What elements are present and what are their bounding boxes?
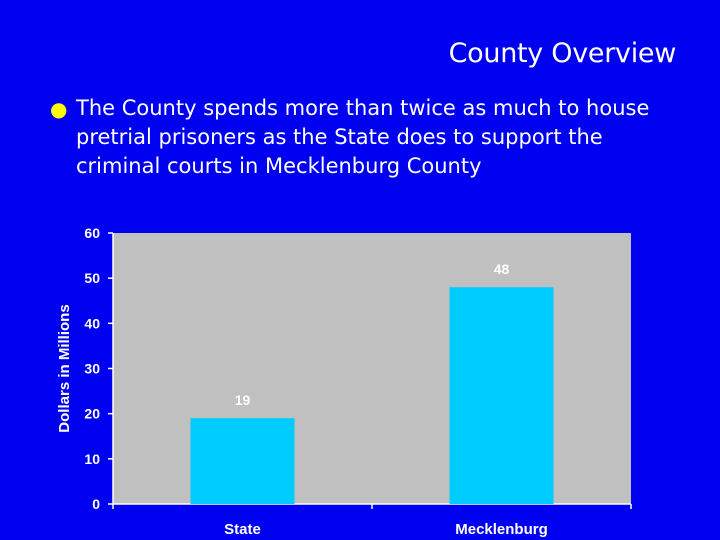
- category-label: Mecklenburg: [455, 521, 548, 538]
- y-tick-label: 30: [84, 361, 100, 377]
- y-tick-label: 10: [84, 451, 100, 467]
- data-label: 19: [235, 392, 251, 408]
- y-tick-label: 20: [84, 406, 100, 422]
- y-tick-label: 60: [84, 225, 100, 241]
- y-axis-title: Dollars in Millions: [56, 304, 73, 432]
- bar: [190, 418, 295, 504]
- bullet-text: The County spends more than twice as muc…: [76, 96, 650, 178]
- y-tick-label: 40: [84, 315, 100, 331]
- bullet-dot-icon: ●: [50, 97, 68, 121]
- slide-title: County Overview: [448, 38, 677, 69]
- data-label: 48: [494, 261, 510, 277]
- category-label: State: [224, 521, 261, 538]
- y-tick-label: 50: [84, 270, 100, 286]
- bar: [449, 287, 554, 504]
- y-tick-label: 0: [92, 496, 100, 512]
